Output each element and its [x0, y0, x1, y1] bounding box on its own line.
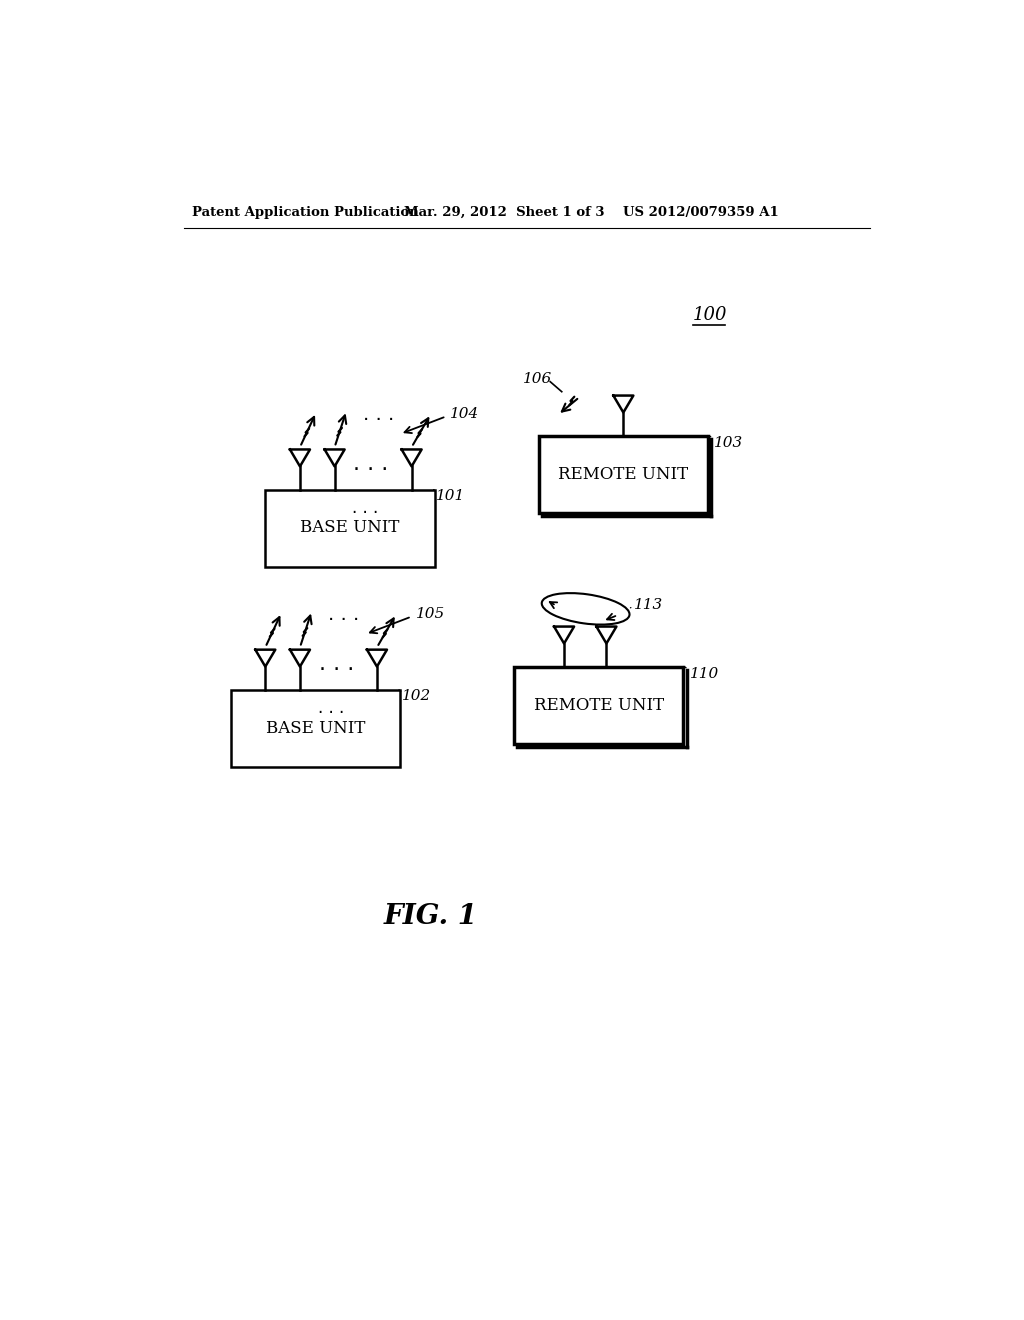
Text: FIG. 1: FIG. 1	[384, 903, 478, 931]
Text: US 2012/0079359 A1: US 2012/0079359 A1	[624, 206, 779, 219]
Text: Patent Application Publication: Patent Application Publication	[193, 206, 419, 219]
Text: 113: 113	[634, 598, 664, 612]
Polygon shape	[539, 436, 708, 512]
Text: 100: 100	[692, 306, 727, 323]
Text: 106: 106	[523, 372, 553, 387]
Text: 105: 105	[416, 607, 444, 622]
Text: · · ·: · · ·	[318, 660, 353, 680]
Polygon shape	[230, 689, 400, 767]
Polygon shape	[514, 667, 683, 743]
Text: · · ·: · · ·	[329, 611, 359, 630]
Text: BASE UNIT: BASE UNIT	[300, 520, 399, 536]
Text: 102: 102	[401, 689, 431, 702]
Text: BASE UNIT: BASE UNIT	[265, 719, 365, 737]
Text: · · ·: · · ·	[362, 411, 394, 430]
Text: 110: 110	[689, 668, 719, 681]
Ellipse shape	[542, 593, 630, 624]
Text: 101: 101	[436, 488, 466, 503]
Polygon shape	[265, 490, 435, 566]
Text: REMOTE UNIT: REMOTE UNIT	[534, 697, 664, 714]
Text: REMOTE UNIT: REMOTE UNIT	[558, 466, 688, 483]
Text: 103: 103	[714, 437, 743, 450]
Text: · · ·: · · ·	[352, 504, 379, 521]
Text: 104: 104	[451, 407, 479, 421]
Text: Mar. 29, 2012  Sheet 1 of 3: Mar. 29, 2012 Sheet 1 of 3	[403, 206, 604, 219]
Text: · · ·: · · ·	[317, 704, 344, 722]
Text: · · ·: · · ·	[353, 461, 388, 480]
